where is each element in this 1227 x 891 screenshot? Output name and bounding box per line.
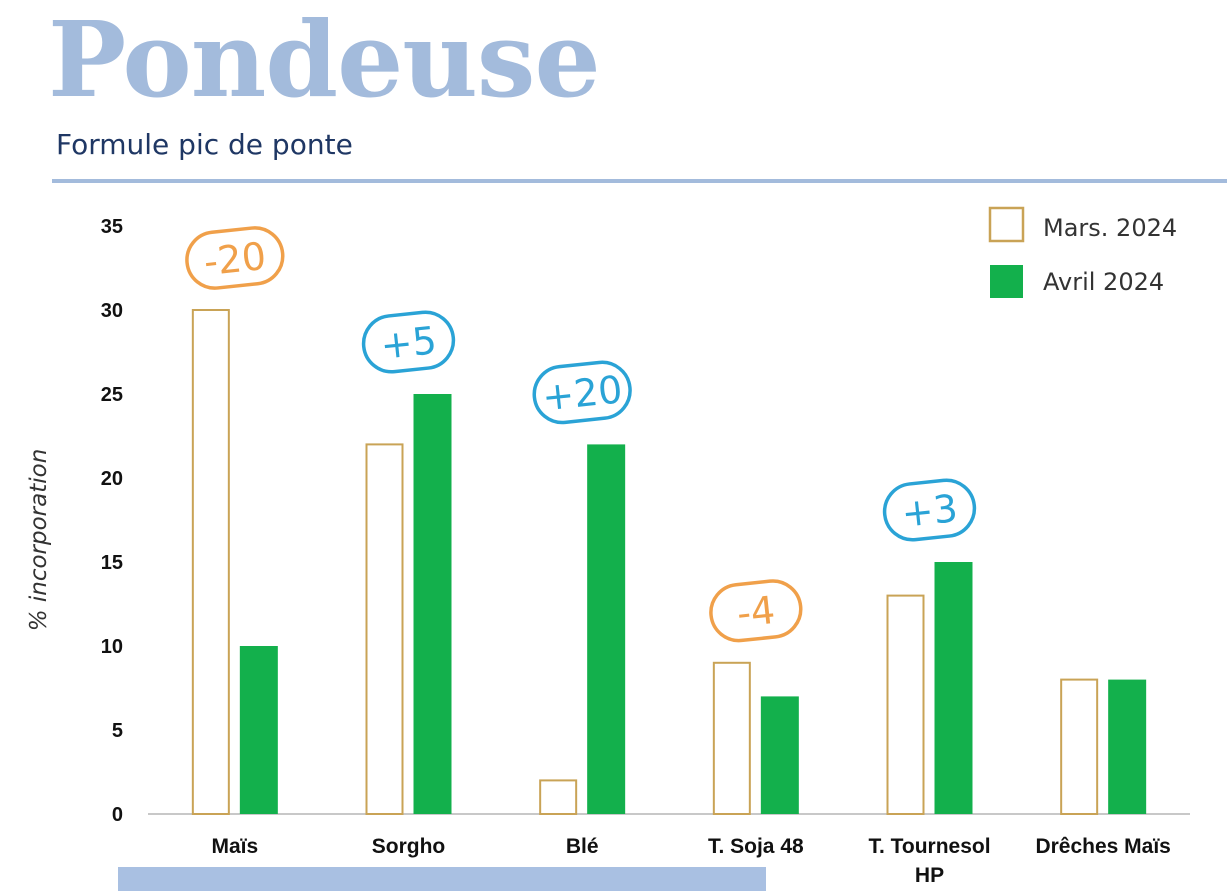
- change-badge-label: +3: [899, 486, 959, 536]
- y-tick-label: 15: [101, 552, 123, 574]
- y-tick-label: 0: [112, 804, 123, 826]
- change-badge-label: +5: [378, 318, 438, 368]
- y-axis-title: % incorporation: [26, 449, 52, 632]
- bar-mars-2024: [539, 779, 578, 816]
- bottom-banner: [118, 867, 766, 891]
- bar-mars-2024: [191, 309, 230, 815]
- y-tick-label: 20: [101, 468, 123, 490]
- bar-avril-2024: [760, 696, 799, 814]
- x-category-label: T. Soja 48: [708, 835, 804, 858]
- legend-label-mars: Mars. 2024: [1043, 214, 1177, 242]
- x-category-label: HP: [915, 864, 944, 887]
- change-badge-label: -20: [202, 234, 268, 284]
- bar-mars-2024: [886, 594, 925, 815]
- bar-avril-2024: [1108, 679, 1147, 814]
- y-tick-label: 30: [101, 300, 123, 322]
- change-badge: +5: [361, 310, 456, 374]
- bar-avril-2024: [413, 394, 452, 814]
- change-badge-outline: [361, 310, 456, 374]
- change-badge-outline: [882, 478, 977, 542]
- change-badge-outline: [709, 579, 803, 643]
- bar-avril-2024: [587, 444, 626, 814]
- bar-mars-2024: [365, 443, 404, 815]
- change-badge-outline: [532, 360, 632, 425]
- bar-mars-2024: [712, 661, 751, 815]
- x-category-label: Blé: [566, 835, 599, 858]
- change-badge: +20: [532, 360, 632, 425]
- legend-label-avril: Avril 2024: [1043, 268, 1164, 296]
- x-category-label: T. Tournesol: [868, 835, 990, 858]
- header-divider: [52, 179, 1227, 183]
- y-tick-label: 35: [101, 216, 123, 238]
- legend-swatch-mars: [988, 206, 1025, 243]
- page-title: Pondeuse: [48, 0, 601, 121]
- y-tick-label: 5: [112, 720, 123, 742]
- bar-mars-2024: [1060, 678, 1099, 815]
- bar-avril-2024: [934, 562, 973, 814]
- x-category-label: Drêches Maïs: [1035, 835, 1170, 858]
- y-tick-label: 25: [101, 384, 123, 406]
- change-badge-label: +20: [540, 367, 624, 419]
- bar-avril-2024: [239, 646, 278, 814]
- change-badge: -4: [709, 579, 803, 643]
- change-badge: -20: [185, 226, 285, 290]
- x-category-label: Maïs: [211, 835, 258, 858]
- y-tick-label: 10: [101, 636, 123, 658]
- page-subtitle: Formule pic de ponte: [56, 128, 353, 161]
- x-category-label: Sorgho: [372, 835, 446, 858]
- change-badge-label: -4: [735, 588, 777, 636]
- change-badge-outline: [185, 226, 285, 290]
- legend-swatch-avril: [990, 265, 1023, 298]
- change-badge: +3: [882, 478, 977, 542]
